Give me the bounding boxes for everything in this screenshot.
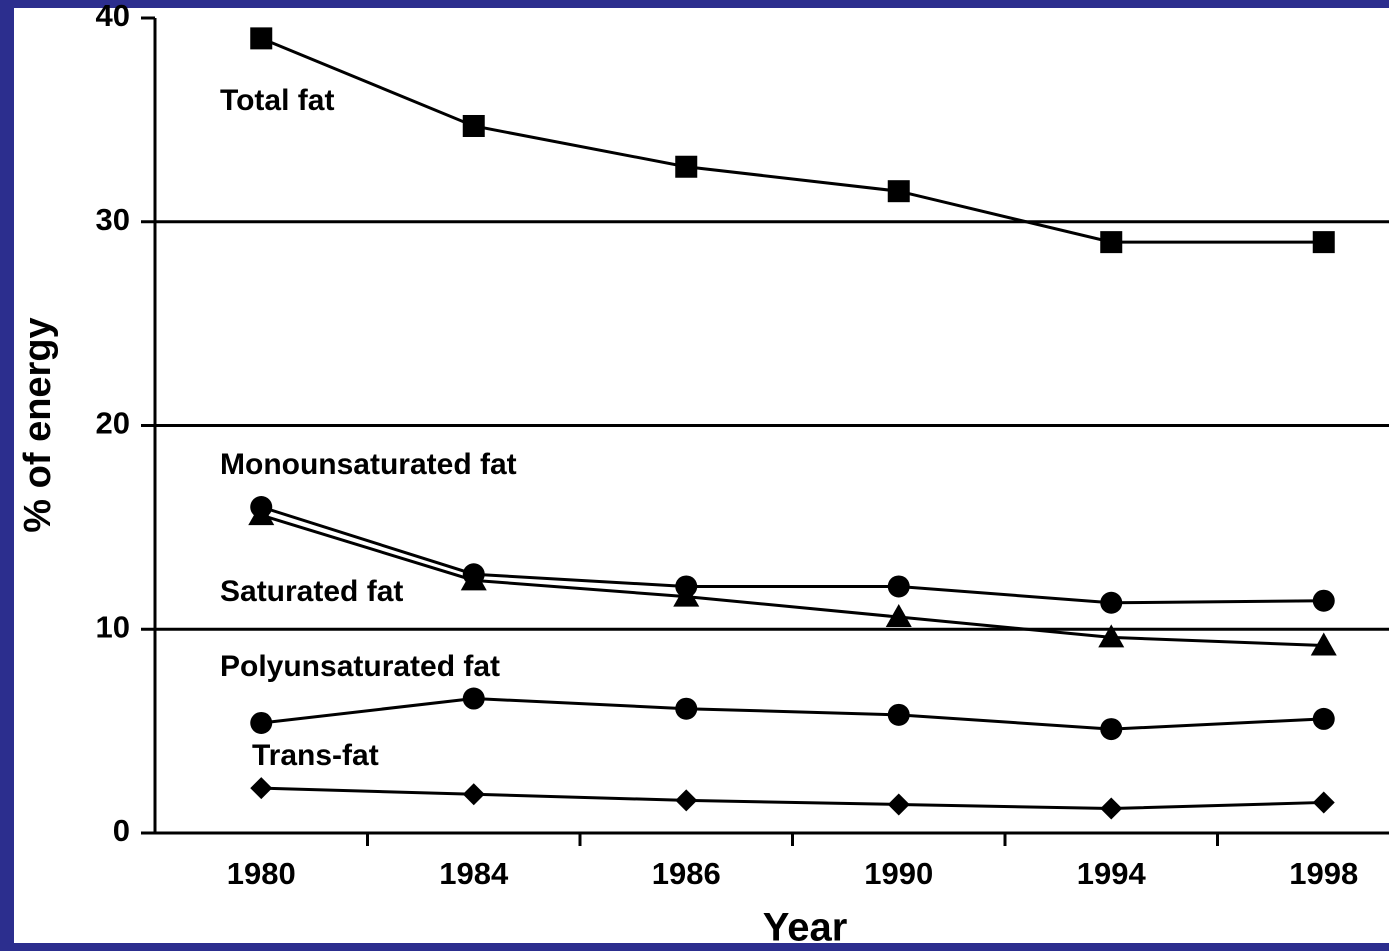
y-tick-label: 40 <box>96 0 130 33</box>
marker <box>1100 591 1123 614</box>
marker <box>885 604 912 628</box>
series-label: Trans-fat <box>252 739 379 772</box>
x-tick-label: 1984 <box>439 856 509 891</box>
marker <box>675 155 698 178</box>
marker <box>462 114 485 137</box>
marker <box>1312 231 1335 254</box>
marker <box>1310 632 1337 656</box>
marker <box>1098 624 1125 648</box>
marker <box>887 793 910 816</box>
marker <box>1312 589 1335 612</box>
marker <box>1312 707 1335 730</box>
y-tick-label: 30 <box>96 202 130 237</box>
x-tick-label: 1994 <box>1077 856 1147 891</box>
marker <box>462 687 485 710</box>
series-label: Total fat <box>220 84 334 117</box>
frame-bottom <box>0 943 1389 951</box>
marker <box>462 783 485 806</box>
x-tick-label: 1990 <box>864 856 933 891</box>
marker <box>887 575 910 598</box>
y-tick-label: 20 <box>96 406 130 441</box>
series-line <box>260 36 1324 244</box>
series-label: Saturated fat <box>220 575 403 608</box>
x-tick-label: 1986 <box>652 856 721 891</box>
marker <box>1312 791 1335 814</box>
marker <box>887 703 910 726</box>
marker <box>250 27 273 50</box>
marker <box>1100 718 1123 741</box>
marker <box>675 789 698 812</box>
x-tick-label: 1998 <box>1289 856 1358 891</box>
series-line <box>261 786 1324 811</box>
y-axis-label: % of energy <box>17 317 59 532</box>
series-line <box>260 505 1324 605</box>
x-axis-label: Year <box>763 906 848 950</box>
marker <box>1100 231 1123 254</box>
marker <box>673 583 700 607</box>
series-line <box>260 513 1324 648</box>
marker <box>248 502 275 526</box>
series-line <box>261 697 1324 731</box>
marker <box>460 567 487 591</box>
series-label: Monounsaturated fat <box>220 448 517 481</box>
y-tick-label: 0 <box>113 813 130 848</box>
marker <box>675 697 698 720</box>
plot-background <box>14 8 1389 943</box>
marker <box>250 711 273 734</box>
x-tick-label: 1980 <box>227 856 296 891</box>
y-tick-label: 10 <box>96 609 130 644</box>
series-label: Polyunsaturated fat <box>220 650 500 683</box>
marker <box>250 777 273 800</box>
marker <box>887 180 910 203</box>
marker <box>1100 797 1123 820</box>
